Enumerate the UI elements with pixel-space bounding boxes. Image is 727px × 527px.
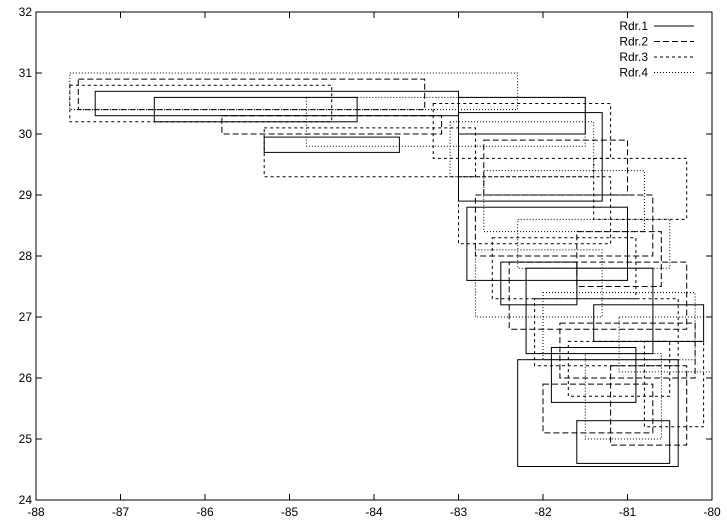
rect-mark (542, 292, 696, 361)
y-tick-label: 24 (19, 493, 33, 507)
ticks-layer: -88 -87 -86 -85 -84 -83 -82 -81 -80 24 25 26 27 28 29 3… (19, 5, 721, 519)
x-tick-label: -82 (534, 505, 552, 519)
rect-mark (77, 78, 426, 111)
y-tick-label: 32 (19, 5, 33, 19)
y-tick-label: 30 (19, 127, 33, 141)
x-tick-label: -81 (619, 505, 637, 519)
x-tick-label: -83 (450, 505, 468, 519)
legend-label: Rdr.3 (619, 50, 648, 64)
rect-mark (576, 420, 671, 464)
y-tick-label: 31 (19, 66, 33, 80)
rect-mark (517, 359, 679, 468)
rect-mark (525, 267, 654, 355)
rect-mark (550, 347, 637, 403)
series-rdr-1 (94, 90, 705, 468)
x-tick-label: -85 (281, 505, 299, 519)
rect-mark (618, 316, 713, 373)
rect-mark (263, 136, 400, 153)
rect-mark (458, 96, 586, 135)
rect-mark (449, 121, 595, 178)
legend-label: Rdr.1 (619, 19, 648, 33)
x-tick-label: -87 (112, 505, 130, 519)
rect-mark (432, 103, 612, 159)
rect-mark (508, 261, 688, 330)
y-tick-label: 26 (19, 371, 33, 385)
rect-mark (576, 231, 662, 288)
rect-mark (458, 176, 612, 245)
rect-mark (221, 115, 443, 135)
rect-mark (593, 157, 688, 220)
rectangles-layer (69, 72, 713, 468)
rect-mark (474, 249, 603, 318)
rect-mark (474, 194, 654, 257)
legend-label: Rdr.4 (619, 66, 648, 80)
rect-mark (559, 322, 696, 379)
y-tick-label: 29 (19, 188, 33, 202)
rect-mark (534, 298, 679, 367)
rect-mark (69, 84, 333, 123)
rect-mark (567, 340, 671, 397)
rect-mark (69, 72, 519, 111)
rect-mark (263, 127, 477, 178)
legend-label: Rdr.2 (619, 35, 648, 49)
rect-mark (643, 340, 705, 428)
rect-mark (542, 383, 654, 434)
y-tick-label: 28 (19, 249, 33, 263)
rect-mark (458, 112, 603, 202)
x-tick-label: -88 (27, 505, 45, 519)
rect-mark (94, 90, 459, 117)
x-tick-label: -86 (196, 505, 214, 519)
x-tick-label: -80 (703, 505, 721, 519)
rect-mark (483, 139, 628, 196)
x-tick-label: -84 (365, 505, 383, 519)
y-tick-label: 27 (19, 310, 33, 324)
rect-mark (517, 218, 671, 269)
y-tick-label: 25 (19, 432, 33, 446)
